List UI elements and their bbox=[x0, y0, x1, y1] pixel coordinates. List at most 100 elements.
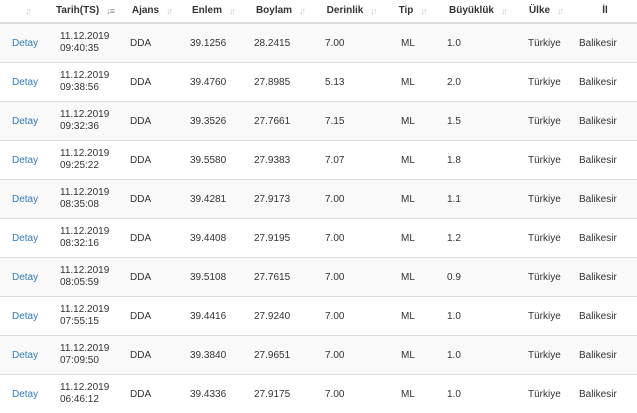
depth-cell: 7.00 bbox=[315, 374, 387, 413]
detail-link[interactable]: Detay bbox=[12, 388, 39, 400]
detail-link[interactable]: Detay bbox=[12, 115, 39, 127]
agency-cell: DDA bbox=[122, 296, 181, 336]
table-row: Detay 11.12.2019 09:38:56 DDA 39.4760 27.… bbox=[0, 62, 637, 102]
type-cell: ML bbox=[387, 62, 437, 102]
agency-cell: DDA bbox=[122, 374, 181, 413]
country-cell: Türkiye bbox=[518, 296, 573, 336]
country-cell: Türkiye bbox=[518, 179, 573, 219]
city-cell: Balikesir bbox=[573, 23, 637, 63]
type-cell: ML bbox=[387, 257, 437, 297]
detail-cell: Detay bbox=[0, 374, 48, 413]
country-cell: Türkiye bbox=[518, 23, 573, 63]
detail-cell: Detay bbox=[0, 335, 48, 375]
column-header-date-label: Tarih(TS) bbox=[56, 5, 100, 17]
date-cell: 11.12.2019 09:40:35 bbox=[48, 23, 122, 63]
column-header-country[interactable]: Ülke ↓↑ bbox=[518, 0, 573, 24]
header-row: ↓↑ Tarih(TS) ↓≡ Ajans ↓↑ Enlem ↓↑ Boylam ↓↑ … bbox=[0, 0, 637, 24]
detail-link[interactable]: Detay bbox=[12, 271, 39, 283]
detail-cell: Detay bbox=[0, 23, 48, 63]
event-time: 06:46:12 bbox=[60, 394, 99, 405]
column-header-depth[interactable]: Derinlik ↓↑ bbox=[315, 0, 387, 24]
sort-descending-icon: ↓≡ bbox=[106, 5, 115, 16]
column-header-city[interactable]: İl bbox=[573, 0, 637, 24]
event-time: 09:32:36 bbox=[60, 121, 99, 132]
column-header-type[interactable]: Tip ↓↑ bbox=[387, 0, 437, 24]
country-cell: Türkiye bbox=[518, 257, 573, 297]
event-time: 08:05:59 bbox=[60, 277, 99, 288]
table-body: Detay 11.12.2019 09:40:35 DDA 39.1256 28.… bbox=[0, 23, 637, 413]
column-header-country-label: Ülke bbox=[528, 5, 551, 17]
table-row: Detay 11.12.2019 09:32:36 DDA 39.3526 27.… bbox=[0, 101, 637, 141]
detail-cell: Detay bbox=[0, 218, 48, 258]
date-cell: 11.12.2019 08:32:16 bbox=[48, 218, 122, 258]
date-cell: 11.12.2019 07:55:15 bbox=[48, 296, 122, 336]
latitude-cell: 39.4408 bbox=[181, 218, 245, 258]
agency-cell: DDA bbox=[122, 257, 181, 297]
country-cell: Türkiye bbox=[518, 140, 573, 180]
city-cell: Balikesir bbox=[573, 218, 637, 258]
date-cell: 11.12.2019 09:25:22 bbox=[48, 140, 122, 180]
detail-cell: Detay bbox=[0, 62, 48, 102]
depth-cell: 7.00 bbox=[315, 179, 387, 219]
table-row: Detay 11.12.2019 09:25:22 DDA 39.5580 27.… bbox=[0, 140, 637, 180]
detail-link[interactable]: Detay bbox=[12, 349, 39, 361]
city-cell: Balikesir bbox=[573, 296, 637, 336]
column-header-city-label: İl bbox=[602, 5, 608, 17]
city-cell: Balikesir bbox=[573, 62, 637, 102]
detail-link[interactable]: Detay bbox=[12, 76, 39, 88]
country-cell: Türkiye bbox=[518, 101, 573, 141]
event-time: 07:55:15 bbox=[60, 316, 99, 327]
detail-cell: Detay bbox=[0, 101, 48, 141]
date-cell: 11.12.2019 06:46:12 bbox=[48, 374, 122, 413]
sort-arrows-icon: ↓↑ bbox=[420, 5, 427, 16]
depth-cell: 7.00 bbox=[315, 218, 387, 258]
event-date: 11.12.2019 bbox=[60, 70, 110, 81]
table-header: ↓↑ Tarih(TS) ↓≡ Ajans ↓↑ Enlem ↓↑ Boylam ↓↑ … bbox=[0, 0, 637, 24]
event-date: 11.12.2019 bbox=[60, 187, 110, 198]
detail-link[interactable]: Detay bbox=[12, 37, 39, 49]
event-date: 11.12.2019 bbox=[60, 31, 110, 42]
city-cell: Balikesir bbox=[573, 179, 637, 219]
magnitude-cell: 1.0 bbox=[437, 296, 518, 336]
longitude-cell: 27.9195 bbox=[245, 218, 315, 258]
longitude-cell: 27.9240 bbox=[245, 296, 315, 336]
sort-arrows-icon: ↓↑ bbox=[370, 5, 377, 16]
column-header-longitude[interactable]: Boylam ↓↑ bbox=[245, 0, 315, 24]
detail-link[interactable]: Detay bbox=[12, 310, 39, 322]
depth-cell: 7.07 bbox=[315, 140, 387, 180]
event-time: 08:35:08 bbox=[60, 199, 99, 210]
type-cell: ML bbox=[387, 335, 437, 375]
latitude-cell: 39.4336 bbox=[181, 374, 245, 413]
agency-cell: DDA bbox=[122, 140, 181, 180]
event-time: 09:25:22 bbox=[60, 160, 99, 171]
date-cell: 11.12.2019 08:35:08 bbox=[48, 179, 122, 219]
longitude-cell: 27.7661 bbox=[245, 101, 315, 141]
column-header-magnitude[interactable]: Büyüklük ↓↑ bbox=[437, 0, 518, 24]
type-cell: ML bbox=[387, 374, 437, 413]
type-cell: ML bbox=[387, 296, 437, 336]
column-header-agency[interactable]: Ajans ↓↑ bbox=[122, 0, 181, 24]
table-row: Detay 11.12.2019 06:46:12 DDA 39.4336 27.… bbox=[0, 374, 637, 413]
date-cell: 11.12.2019 07:09:50 bbox=[48, 335, 122, 375]
table-row: Detay 11.12.2019 08:05:59 DDA 39.5108 27.… bbox=[0, 257, 637, 297]
column-header-detail[interactable]: ↓↑ bbox=[0, 0, 48, 24]
column-header-magnitude-label: Büyüklük bbox=[448, 5, 494, 17]
detail-link[interactable]: Detay bbox=[12, 193, 39, 205]
table-row: Detay 11.12.2019 08:35:08 DDA 39.4281 27.… bbox=[0, 179, 637, 219]
event-time: 09:40:35 bbox=[60, 43, 99, 54]
type-cell: ML bbox=[387, 218, 437, 258]
latitude-cell: 39.5580 bbox=[181, 140, 245, 180]
longitude-cell: 28.2415 bbox=[245, 23, 315, 63]
event-date: 11.12.2019 bbox=[60, 265, 110, 276]
detail-link[interactable]: Detay bbox=[12, 154, 39, 166]
detail-link[interactable]: Detay bbox=[12, 232, 39, 244]
column-header-date[interactable]: Tarih(TS) ↓≡ bbox=[48, 0, 122, 24]
longitude-cell: 27.9383 bbox=[245, 140, 315, 180]
country-cell: Türkiye bbox=[518, 218, 573, 258]
column-header-latitude[interactable]: Enlem ↓↑ bbox=[181, 0, 245, 24]
event-date: 11.12.2019 bbox=[60, 148, 110, 159]
detail-cell: Detay bbox=[0, 179, 48, 219]
date-cell: 11.12.2019 08:05:59 bbox=[48, 257, 122, 297]
sort-arrows-icon: ↓↑ bbox=[229, 5, 236, 16]
